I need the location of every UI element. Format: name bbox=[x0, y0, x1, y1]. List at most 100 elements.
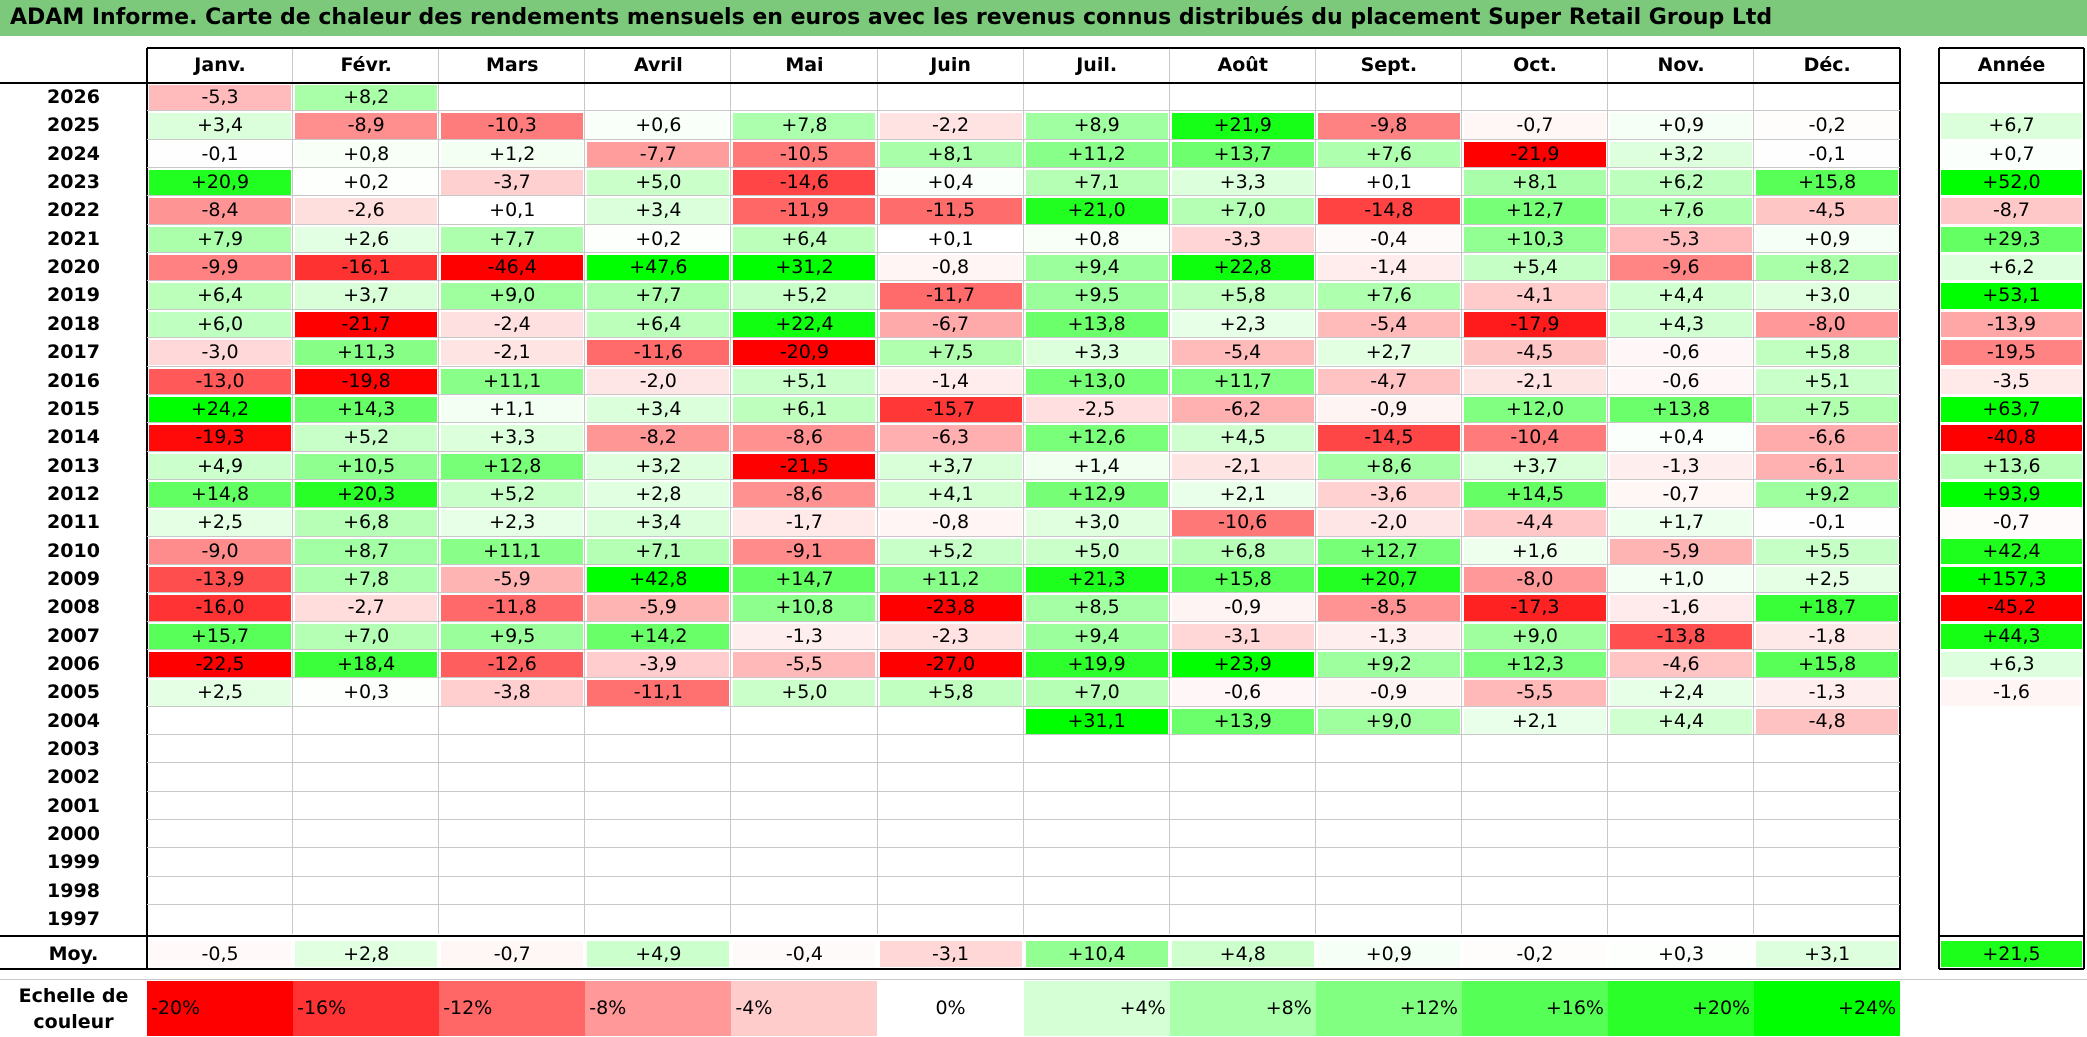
heatmap-cell: -8,6 bbox=[733, 425, 876, 451]
heatmap-cell: +12,0 bbox=[1463, 396, 1606, 423]
heatmap-cell bbox=[587, 793, 730, 820]
month-header: Déc. bbox=[1803, 54, 1851, 76]
grid-vline bbox=[1938, 48, 1940, 969]
heatmap-cell: +6,8 bbox=[295, 510, 438, 536]
heatmap-cell: +2,4 bbox=[1610, 680, 1753, 706]
year-label: 2004 bbox=[47, 709, 100, 732]
heatmap-cell: +6,4 bbox=[733, 226, 876, 253]
page-title: ADAM Informe. Carte de chaleur des rende… bbox=[0, 0, 2087, 36]
heatmap-cell bbox=[1610, 765, 1753, 791]
grid-hline bbox=[147, 592, 1901, 594]
heatmap-cell bbox=[441, 907, 584, 933]
heatmap-cell bbox=[149, 737, 292, 763]
heatmap-cell: +31,1 bbox=[1025, 708, 1168, 735]
year-label: 2006 bbox=[47, 653, 100, 675]
heatmap-cell: +0,2 bbox=[295, 170, 438, 196]
year-label: 2002 bbox=[47, 766, 100, 789]
grid-vline bbox=[584, 48, 586, 934]
heatmap-cell: +47,6 bbox=[587, 255, 730, 281]
year-label: 1999 bbox=[47, 851, 100, 874]
heatmap-cell bbox=[1463, 822, 1606, 848]
year-label: 2020 bbox=[47, 256, 100, 279]
heatmap-cell: +0,6 bbox=[587, 113, 730, 139]
heatmap-cell: -5,5 bbox=[1463, 680, 1606, 706]
heatmap-cell: +7,0 bbox=[1171, 198, 1314, 224]
grid-hline bbox=[147, 167, 1901, 169]
heatmap-cell: +0,4 bbox=[1610, 425, 1753, 451]
heatmap-cell bbox=[1025, 793, 1168, 820]
heatmap-cell: +9,5 bbox=[441, 623, 584, 649]
heatmap-cell: -1,7 bbox=[733, 510, 876, 536]
heatmap-cell: +5,2 bbox=[295, 425, 438, 451]
grid-hline bbox=[147, 847, 1901, 849]
heatmap-cell: -0,8 bbox=[879, 255, 1022, 281]
heatmap-cell: +7,6 bbox=[1317, 283, 1460, 309]
heatmap-cell: -14,6 bbox=[733, 170, 876, 196]
heatmap-cell: +15,8 bbox=[1171, 566, 1314, 593]
grid-hline bbox=[147, 280, 1901, 282]
heatmap-cell: -27,0 bbox=[879, 652, 1022, 678]
heatmap-cell: +7,8 bbox=[295, 566, 438, 593]
heatmap-cell bbox=[149, 850, 292, 876]
heatmap-cell: +0,9 bbox=[1756, 226, 1899, 253]
heatmap-cell bbox=[441, 850, 584, 876]
heatmap-cell: -1,3 bbox=[1610, 453, 1753, 479]
heatmap-cell: +3,0 bbox=[1025, 510, 1168, 536]
heatmap-cell bbox=[587, 765, 730, 791]
heatmap-cell bbox=[295, 878, 438, 905]
annual-cell bbox=[1941, 878, 2082, 905]
heatmap-cell: -0,9 bbox=[1317, 680, 1460, 706]
year-label: 2024 bbox=[47, 142, 100, 165]
heatmap-cell bbox=[1171, 878, 1314, 905]
heatmap-cell: -2,0 bbox=[587, 368, 730, 394]
month-header: Juin bbox=[930, 54, 971, 76]
heatmap-cell: +9,2 bbox=[1317, 652, 1460, 678]
heatmap-cell: +3,7 bbox=[295, 283, 438, 309]
year-label: 2015 bbox=[47, 397, 100, 420]
heatmap-cell bbox=[1317, 85, 1460, 111]
heatmap-cell: -46,4 bbox=[441, 255, 584, 281]
heatmap-cell bbox=[1610, 793, 1753, 820]
annual-cell: -3,5 bbox=[1941, 368, 2082, 394]
year-label: 1998 bbox=[47, 879, 100, 902]
heatmap-cell: +2,1 bbox=[1171, 481, 1314, 508]
heatmap-cell: -4,4 bbox=[1463, 510, 1606, 536]
avg-label: Moy. bbox=[48, 942, 99, 965]
annual-cell: -45,2 bbox=[1941, 595, 2082, 621]
heatmap-cell: -1,4 bbox=[1317, 255, 1460, 281]
grid-hline bbox=[0, 82, 1901, 84]
year-label: 2009 bbox=[47, 567, 100, 590]
heatmap-cell: +12,7 bbox=[1463, 198, 1606, 224]
annual-cell: +63,7 bbox=[1941, 396, 2082, 423]
heatmap-cell: +2,5 bbox=[149, 510, 292, 536]
heatmap-cell: -10,3 bbox=[441, 113, 584, 139]
heatmap-cell: +6,4 bbox=[587, 311, 730, 338]
heatmap-cell bbox=[733, 765, 876, 791]
heatmap-cell: -6,6 bbox=[1756, 425, 1899, 451]
grid-vline bbox=[1314, 48, 1316, 934]
heatmap-cell bbox=[587, 878, 730, 905]
heatmap-cell: +3,2 bbox=[1610, 141, 1753, 168]
grid-vline bbox=[1607, 48, 1608, 934]
heatmap-cell: -8,9 bbox=[295, 113, 438, 139]
heatmap-cell: +7,6 bbox=[1610, 198, 1753, 224]
heatmap-cell: +11,7 bbox=[1171, 368, 1314, 394]
heatmap-cell: +6,4 bbox=[149, 283, 292, 309]
grid-hline bbox=[147, 478, 1901, 480]
heatmap-cell: +2,8 bbox=[587, 481, 730, 508]
heatmap-cell: +7,9 bbox=[149, 226, 292, 253]
heatmap-cell: -0,1 bbox=[1756, 510, 1899, 536]
heatmap-cell: -5,5 bbox=[733, 652, 876, 678]
heatmap-cell: +9,2 bbox=[1756, 481, 1899, 508]
scale-swatch: 0% bbox=[877, 981, 1024, 1036]
avg-cell: +0,9 bbox=[1317, 940, 1460, 967]
heatmap-cell bbox=[1317, 737, 1460, 763]
heatmap-cell: +6,1 bbox=[733, 396, 876, 423]
month-header: Juil. bbox=[1076, 54, 1118, 76]
avg-cell: +3,1 bbox=[1756, 940, 1899, 967]
annual-header: Année bbox=[1977, 54, 2046, 76]
heatmap-cell bbox=[441, 793, 584, 820]
heatmap-cell: -2,0 bbox=[1317, 510, 1460, 536]
heatmap-cell: -0,6 bbox=[1171, 680, 1314, 706]
heatmap-cell: -3,0 bbox=[149, 340, 292, 366]
